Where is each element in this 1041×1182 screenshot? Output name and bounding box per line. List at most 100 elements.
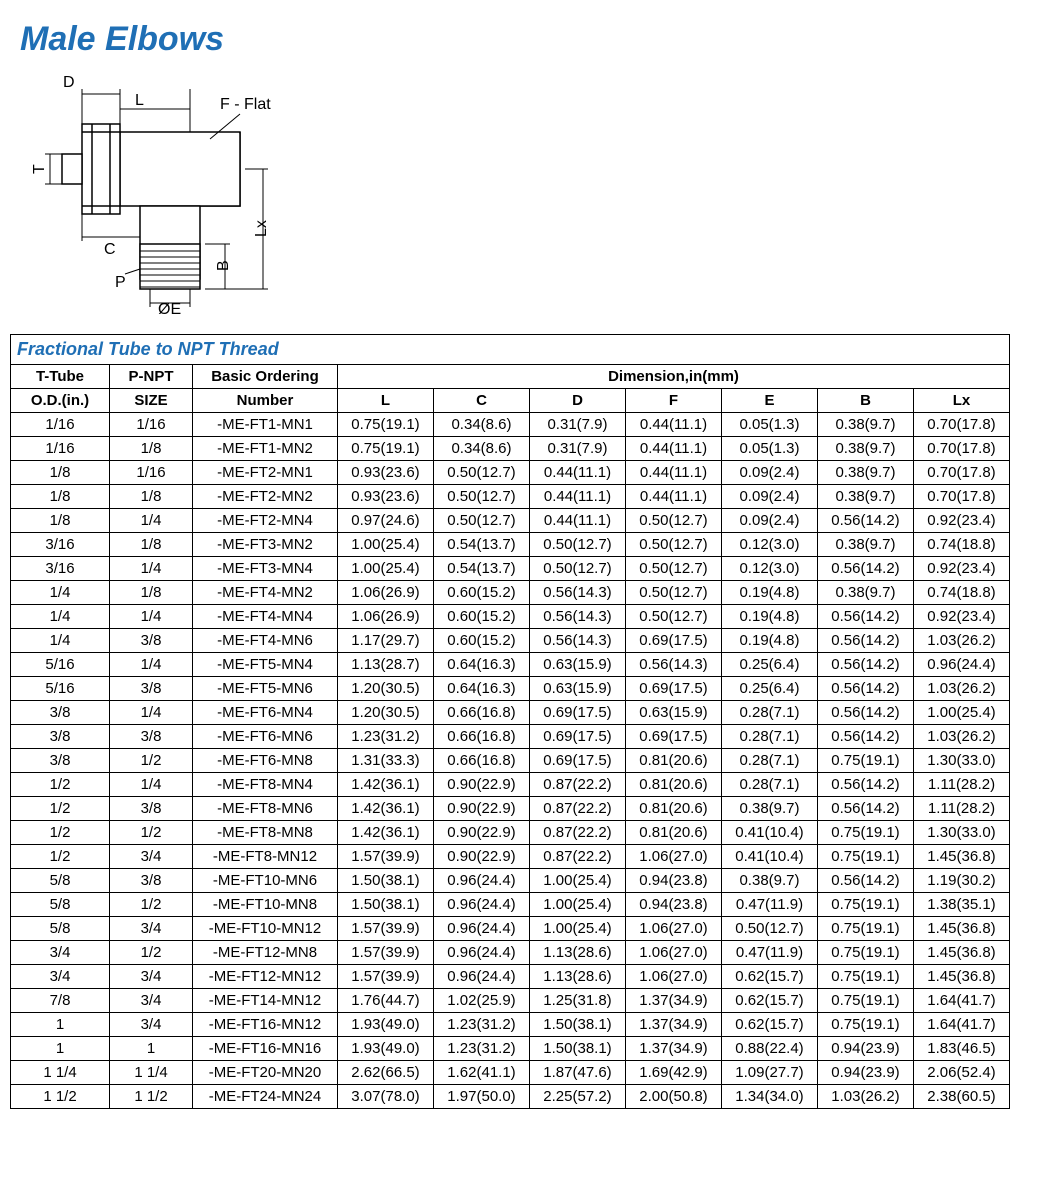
cell: 0.70(17.8) — [914, 461, 1010, 485]
cell: 0.56(14.3) — [530, 581, 626, 605]
cell: 3/4 — [110, 845, 193, 869]
cell: 0.44(11.1) — [626, 413, 722, 437]
table-row: 5/161/4-ME-FT5-MN41.13(28.7)0.64(16.3)0.… — [11, 653, 1010, 677]
cell: 1/2 — [110, 893, 193, 917]
col-dim-f: F — [626, 389, 722, 413]
cell: -ME-FT8-MN8 — [193, 821, 338, 845]
table-row: 3/81/4-ME-FT6-MN41.20(30.5)0.66(16.8)0.6… — [11, 701, 1010, 725]
cell: 0.96(24.4) — [434, 917, 530, 941]
cell: 0.50(12.7) — [626, 509, 722, 533]
dim-label-p: P — [115, 274, 126, 291]
cell: 0.47(11.9) — [722, 893, 818, 917]
cell: 1/2 — [11, 821, 110, 845]
cell: 0.75(19.1) — [818, 749, 914, 773]
cell: 0.96(24.4) — [434, 941, 530, 965]
spec-table: Fractional Tube to NPT Thread T-Tube P-N… — [10, 334, 1010, 1109]
cell: 0.96(24.4) — [434, 965, 530, 989]
cell: 0.69(17.5) — [626, 677, 722, 701]
cell: 0.74(18.8) — [914, 581, 1010, 605]
table-row: 3/43/4-ME-FT12-MN121.57(39.9)0.96(24.4)1… — [11, 965, 1010, 989]
cell: 0.90(22.9) — [434, 773, 530, 797]
cell: -ME-FT5-MN6 — [193, 677, 338, 701]
cell: 0.31(7.9) — [530, 413, 626, 437]
cell: 0.66(16.8) — [434, 749, 530, 773]
cell: 1.00(25.4) — [530, 869, 626, 893]
table-row: 3/83/8-ME-FT6-MN61.23(31.2)0.66(16.8)0.6… — [11, 725, 1010, 749]
cell: 0.90(22.9) — [434, 797, 530, 821]
cell: 3/8 — [110, 629, 193, 653]
cell: 0.38(9.7) — [722, 869, 818, 893]
cell: 1.83(46.5) — [914, 1037, 1010, 1061]
cell: -ME-FT4-MN2 — [193, 581, 338, 605]
cell: 0.93(23.6) — [338, 485, 434, 509]
cell: -ME-FT3-MN2 — [193, 533, 338, 557]
cell: 1.93(49.0) — [338, 1013, 434, 1037]
cell: -ME-FT6-MN8 — [193, 749, 338, 773]
cell: 1.23(31.2) — [338, 725, 434, 749]
cell: 0.94(23.8) — [626, 893, 722, 917]
cell: 1.57(39.9) — [338, 917, 434, 941]
cell: 0.56(14.2) — [818, 605, 914, 629]
cell: 0.47(11.9) — [722, 941, 818, 965]
cell: 1.17(29.7) — [338, 629, 434, 653]
cell: 1/8 — [110, 581, 193, 605]
cell: 1/4 — [110, 653, 193, 677]
cell: 1.23(31.2) — [434, 1013, 530, 1037]
cell: 0.50(12.7) — [626, 557, 722, 581]
cell: 1.23(31.2) — [434, 1037, 530, 1061]
cell: 0.66(16.8) — [434, 701, 530, 725]
cell: 5/16 — [11, 677, 110, 701]
cell: 1 1/4 — [110, 1061, 193, 1085]
cell: 0.56(14.2) — [818, 869, 914, 893]
col-order-line2: Number — [193, 389, 338, 413]
cell: 0.56(14.2) — [818, 509, 914, 533]
cell: 0.81(20.6) — [626, 773, 722, 797]
cell: 0.69(17.5) — [530, 725, 626, 749]
cell: 0.28(7.1) — [722, 773, 818, 797]
cell: 5/8 — [11, 893, 110, 917]
cell: 0.87(22.2) — [530, 845, 626, 869]
page-title: Male Elbows — [20, 20, 1031, 59]
cell: 0.25(6.4) — [722, 653, 818, 677]
cell: 3.07(78.0) — [338, 1085, 434, 1109]
cell: 1.19(30.2) — [914, 869, 1010, 893]
cell: -ME-FT10-MN12 — [193, 917, 338, 941]
cell: 1.37(34.9) — [626, 1013, 722, 1037]
cell: 0.96(24.4) — [434, 893, 530, 917]
cell: -ME-FT3-MN4 — [193, 557, 338, 581]
cell: 1.50(38.1) — [338, 869, 434, 893]
cell: 2.62(66.5) — [338, 1061, 434, 1085]
cell: 1.06(26.9) — [338, 605, 434, 629]
cell: 0.75(19.1) — [818, 917, 914, 941]
cell: 1/8 — [11, 485, 110, 509]
cell: 0.64(16.3) — [434, 677, 530, 701]
table-row: 1/41/4-ME-FT4-MN41.06(26.9)0.60(15.2)0.5… — [11, 605, 1010, 629]
cell: 3/4 — [11, 941, 110, 965]
cell: 1 1/2 — [11, 1085, 110, 1109]
cell: 1/4 — [11, 605, 110, 629]
cell: 0.92(23.4) — [914, 605, 1010, 629]
cell: 1.11(28.2) — [914, 797, 1010, 821]
cell: 0.12(3.0) — [722, 533, 818, 557]
cell: 1 1/4 — [11, 1061, 110, 1085]
cell: 0.28(7.1) — [722, 701, 818, 725]
cell: 0.94(23.9) — [818, 1037, 914, 1061]
cell: -ME-FT2-MN2 — [193, 485, 338, 509]
cell: 0.56(14.2) — [818, 701, 914, 725]
cell: 1/16 — [11, 413, 110, 437]
cell: 0.38(9.7) — [818, 461, 914, 485]
cell: 0.54(13.7) — [434, 533, 530, 557]
cell: 0.62(15.7) — [722, 1013, 818, 1037]
cell: 0.05(1.3) — [722, 437, 818, 461]
cell: 0.94(23.8) — [626, 869, 722, 893]
cell: -ME-FT8-MN4 — [193, 773, 338, 797]
cell: 0.62(15.7) — [722, 989, 818, 1013]
dim-label-e: ØE — [158, 301, 181, 314]
cell: 0.63(15.9) — [530, 677, 626, 701]
cell: 0.19(4.8) — [722, 605, 818, 629]
cell: 3/4 — [11, 965, 110, 989]
cell: 1.00(25.4) — [338, 533, 434, 557]
table-row: 1 1/41 1/4-ME-FT20-MN202.62(66.5)1.62(41… — [11, 1061, 1010, 1085]
cell: 0.66(16.8) — [434, 725, 530, 749]
cell: 0.34(8.6) — [434, 437, 530, 461]
